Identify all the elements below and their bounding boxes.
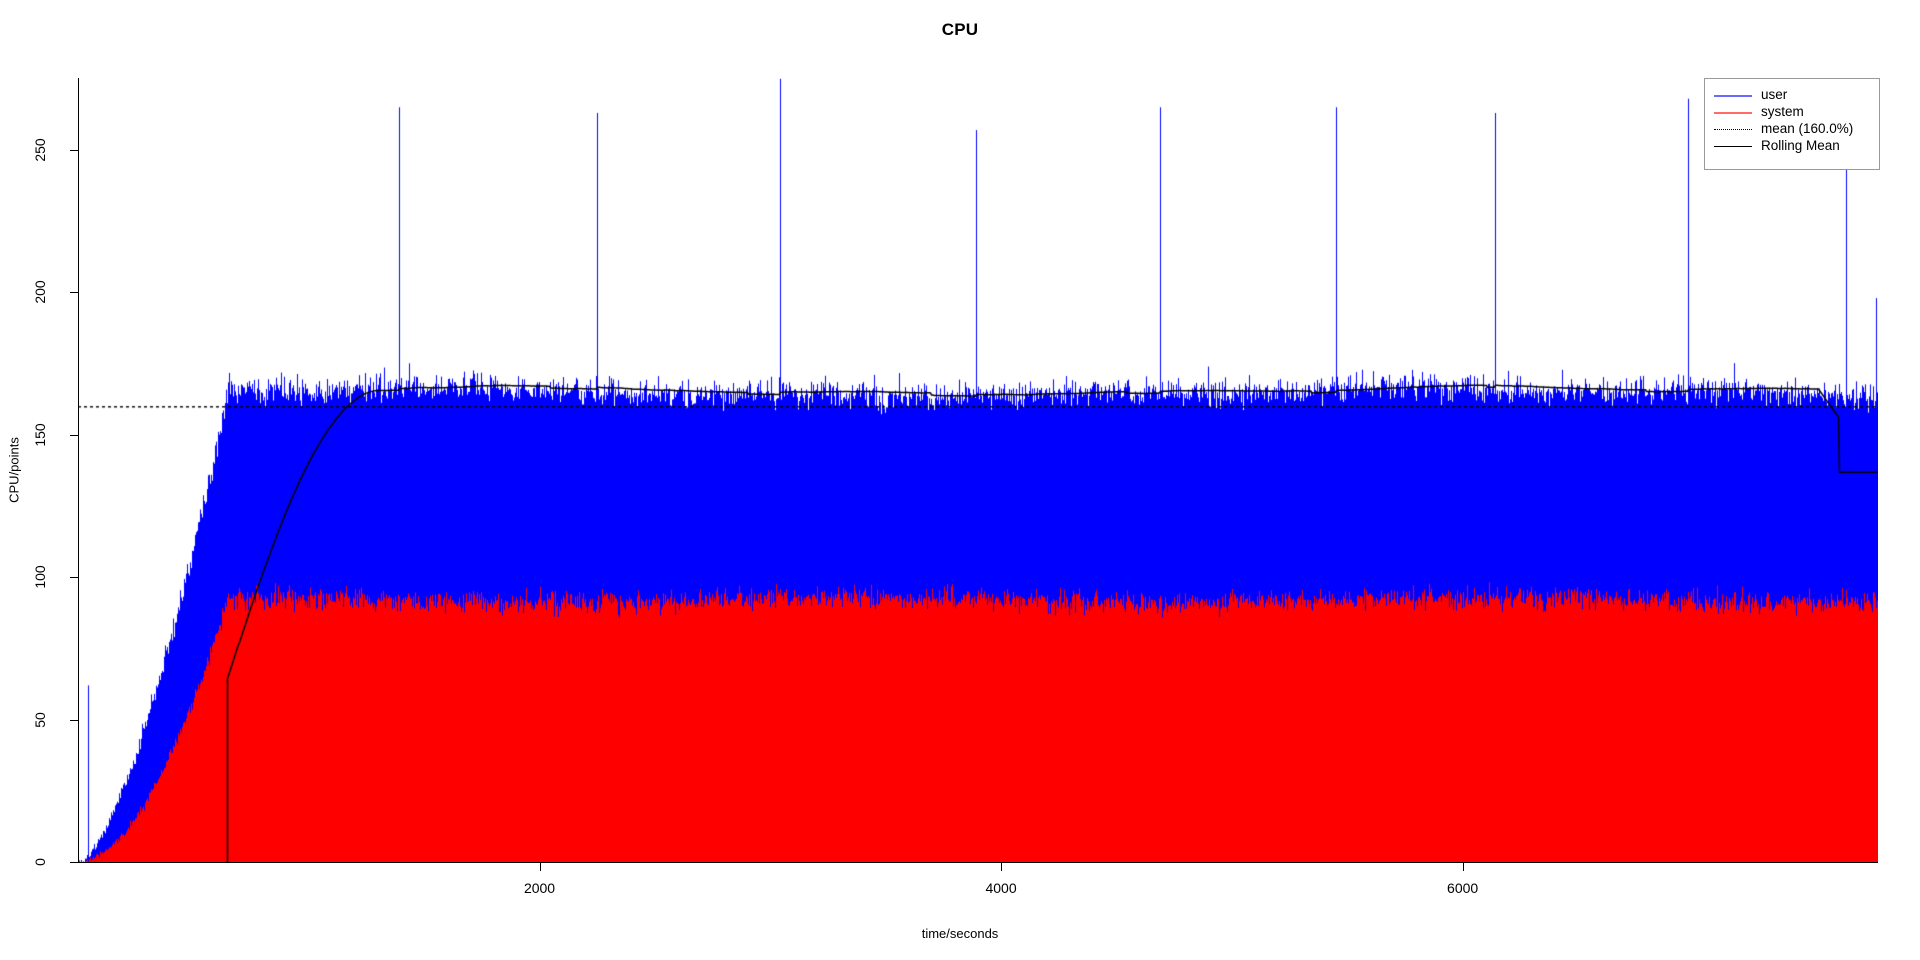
y-axis-title: CPU/points bbox=[6, 437, 22, 503]
x-tick-label: 4000 bbox=[985, 880, 1017, 896]
legend-item-mean: mean (160.0%) bbox=[1705, 120, 1879, 137]
x-tick-label: 6000 bbox=[1447, 880, 1479, 896]
legend-swatch-rolling-mean-icon bbox=[1714, 141, 1752, 151]
legend-swatch-mean-icon bbox=[1714, 124, 1752, 134]
x-axis-title: time/seconds bbox=[921, 926, 999, 941]
chart-legend: user system mean (160.0%) Rolling Mean bbox=[1704, 78, 1880, 170]
legend-label-system: system bbox=[1761, 103, 1804, 119]
y-tick-label: 200 bbox=[32, 280, 48, 305]
y-tick bbox=[70, 862, 78, 863]
legend-swatch-user-icon bbox=[1714, 90, 1752, 100]
y-tick bbox=[70, 577, 78, 579]
y-tick-label: 100 bbox=[32, 565, 48, 589]
y-axis-line bbox=[78, 78, 79, 862]
x-axis-line bbox=[78, 862, 1878, 863]
legend-item-rolling-mean: Rolling Mean bbox=[1705, 137, 1879, 154]
legend-label-mean: mean (160.0%) bbox=[1761, 120, 1854, 136]
x-tick-label: 2000 bbox=[523, 880, 556, 896]
y-tick-label: 0 bbox=[32, 858, 48, 866]
legend-label-user: user bbox=[1761, 86, 1788, 102]
y-tick bbox=[70, 719, 78, 721]
cpu-stacked-area-canvas bbox=[78, 78, 1878, 862]
page-title: CPU bbox=[941, 20, 979, 39]
y-tick bbox=[70, 150, 78, 151]
y-tick bbox=[70, 434, 78, 436]
y-tick bbox=[70, 292, 78, 294]
x-tick bbox=[1462, 863, 1464, 871]
legend-item-user: user bbox=[1705, 86, 1879, 103]
x-tick bbox=[1001, 863, 1003, 871]
y-tick-label: 150 bbox=[32, 423, 48, 447]
y-tick-label: 50 bbox=[32, 711, 48, 728]
x-tick bbox=[539, 863, 541, 871]
legend-label-rolling-mean: Rolling Mean bbox=[1761, 137, 1840, 153]
legend-swatch-system-icon bbox=[1714, 107, 1752, 117]
plot-area bbox=[78, 78, 1878, 862]
legend-item-system: system bbox=[1705, 103, 1879, 120]
y-tick-label: 250 bbox=[32, 138, 48, 162]
